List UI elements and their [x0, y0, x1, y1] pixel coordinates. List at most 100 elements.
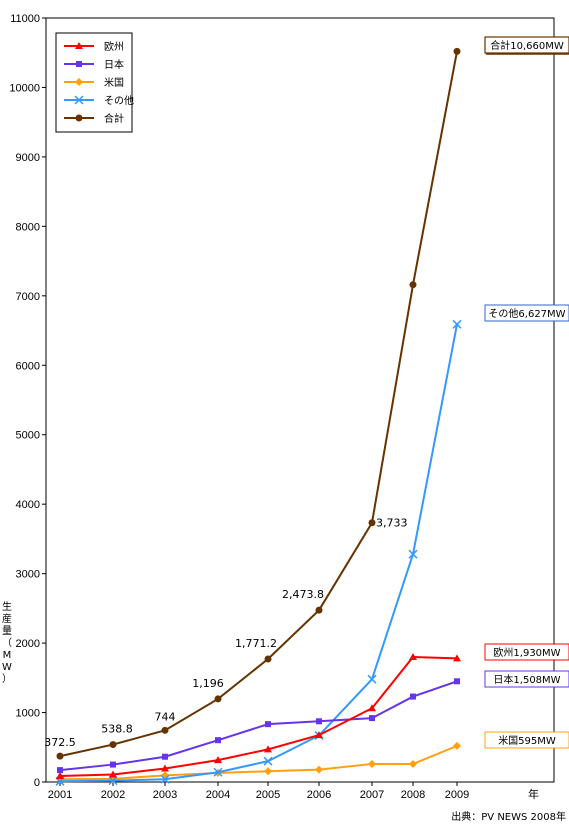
data-point — [74, 95, 84, 105]
legend-label: 合計 — [104, 112, 124, 125]
data-point — [162, 753, 168, 760]
callout-日本: 日本1,508MW — [484, 670, 569, 688]
x-tick-label: 2001 — [48, 789, 72, 801]
plot-frame — [45, 17, 555, 783]
callout-box — [484, 643, 569, 661]
data-point — [57, 767, 63, 774]
data-point — [316, 718, 322, 725]
series-欧州 — [56, 652, 461, 780]
data-point — [214, 695, 222, 703]
legend-item: 日本 — [64, 58, 124, 71]
data-point — [453, 47, 461, 55]
data-point — [56, 752, 64, 760]
data-point — [409, 759, 417, 768]
y-axis-ticks: 0 1000 2000 3000 4000 5000 6000 7000 8000 9000 100… — [9, 13, 46, 789]
data-point — [215, 737, 221, 744]
series-その他 — [55, 319, 462, 786]
source-note: 出典：PV NEWS 2008年 — [451, 810, 566, 823]
y-tick-label: 0 — [34, 777, 40, 789]
data-point — [454, 678, 460, 685]
x-axis-ticks: 2001 2002 2003 2004 2005 2006 2007 2008 2009 — [48, 782, 469, 801]
callout-その他: その他6,627MW — [484, 304, 569, 322]
data-point — [263, 756, 273, 766]
series-line — [59, 655, 458, 778]
data-point — [408, 549, 418, 559]
series-日本 — [57, 678, 460, 774]
callout-text: 日本1,508MW — [493, 673, 560, 686]
callout-text: 合計10,660MW — [490, 39, 564, 52]
data-point — [109, 770, 117, 778]
data-labels: 372.5 538.8 744 1,196 1,771.2 2,473.8 3,733 — [44, 517, 407, 749]
series-layer — [55, 47, 462, 786]
data-point — [410, 693, 416, 700]
callout-box — [484, 731, 569, 749]
x-tick-label: 2004 — [206, 789, 230, 801]
callout-text: 米国595MW — [498, 734, 556, 747]
data-label: 3,733 — [376, 517, 408, 530]
legend-label: その他 — [104, 94, 134, 107]
y-tick-label: 1000 — [16, 708, 40, 720]
y-tick-label: 2000 — [16, 638, 40, 650]
x-tick-label: 2002 — [101, 789, 125, 801]
x-tick-label: 2007 — [360, 789, 384, 801]
data-point — [368, 759, 376, 768]
callout-米国: 米国595MW — [484, 731, 569, 749]
legend-item: その他 — [64, 94, 134, 107]
legend-item: 欧州 — [64, 41, 124, 53]
legend-item: 米国 — [64, 76, 124, 89]
data-point — [369, 715, 375, 722]
y-tick-label: 5000 — [16, 430, 40, 442]
callout-合計: 合計10,660MW — [484, 36, 569, 55]
data-point — [409, 652, 417, 660]
x-tick-label: 2003 — [153, 789, 177, 801]
y-axis-label: 生産量（ M W） — [2, 600, 12, 685]
data-point — [75, 114, 83, 122]
legend-item: 合計 — [64, 112, 124, 125]
callout-欧州: 欧州1,930MW — [484, 643, 569, 661]
data-point — [453, 654, 461, 662]
data-point — [108, 776, 118, 786]
y-tick-label: 10000 — [9, 82, 40, 94]
data-label: 1,771.2 — [235, 637, 277, 650]
data-point — [161, 726, 169, 734]
data-point — [264, 655, 272, 663]
data-point — [75, 78, 83, 86]
data-point — [109, 741, 117, 749]
y-tick-label: 7000 — [16, 291, 40, 303]
y-axis-title: 生産量（ M W） — [2, 600, 12, 685]
data-label: 744 — [155, 710, 176, 723]
data-point — [368, 519, 376, 527]
series-line — [59, 51, 458, 758]
data-point — [315, 765, 323, 774]
data-label: 538.8 — [101, 723, 133, 736]
callout-text: 欧州1,930MW — [493, 647, 560, 659]
data-point — [453, 741, 461, 750]
data-point — [214, 756, 222, 764]
callout-text: その他6,627MW — [488, 307, 565, 320]
callout-box — [484, 670, 569, 688]
data-label: 372.5 — [44, 736, 76, 749]
data-point — [315, 606, 323, 614]
x-tick-label: 2008 — [401, 789, 425, 801]
x-axis-unit: 年 — [528, 787, 539, 801]
data-point — [452, 319, 462, 329]
y-tick-label: 9000 — [16, 152, 40, 164]
data-point — [264, 767, 272, 776]
data-point — [76, 61, 82, 67]
data-label: 1,196 — [192, 677, 224, 690]
y-tick-label: 8000 — [16, 221, 40, 233]
data-point — [75, 42, 83, 49]
data-point — [56, 772, 64, 780]
data-point — [315, 731, 323, 739]
data-point — [265, 721, 271, 728]
y-tick-label: 4000 — [16, 499, 40, 511]
data-label: 2,473.8 — [282, 588, 324, 601]
callout-box — [484, 36, 569, 54]
data-point — [409, 281, 417, 289]
legend-label: 欧州 — [104, 41, 124, 53]
legend-label: 日本 — [104, 58, 124, 71]
x-tick-label: 2009 — [445, 789, 469, 801]
data-point — [160, 774, 170, 784]
